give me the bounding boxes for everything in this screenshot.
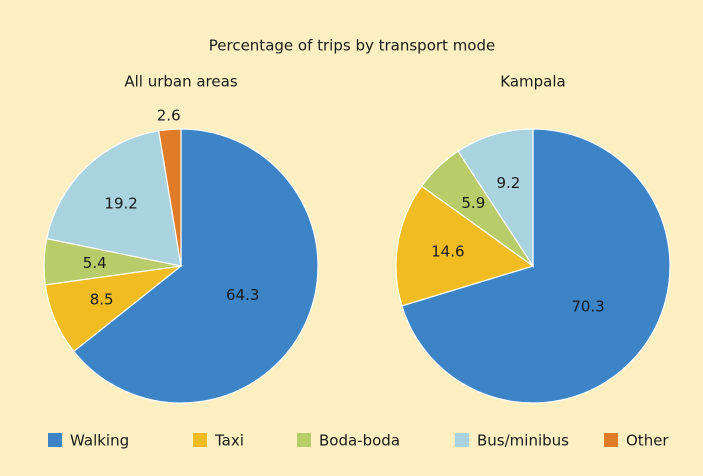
pie-title: Kampala [500,73,565,91]
data-label: 19.2 [104,194,137,212]
data-label: 5.9 [461,194,485,212]
chart-title: Percentage of trips by transport mode [209,37,495,55]
pie-title: All urban areas [124,73,237,91]
pie-slice [457,128,534,269]
legend-swatch [604,433,618,447]
pie-slice [401,128,671,404]
legend-swatch [193,433,207,447]
data-label: 70.3 [571,297,604,315]
data-label: 64.3 [226,286,259,304]
data-label: 14.6 [431,242,464,260]
pie-slice [158,128,182,267]
data-label: 8.5 [90,291,114,309]
legend-swatch [48,433,62,447]
pie-slice [395,185,535,307]
legend-label: Bus/minibus [477,432,569,450]
data-label: 5.4 [83,254,107,272]
legend-swatch [455,433,469,447]
pie-slice [46,130,182,267]
legend-label: Other [626,432,669,450]
legend-swatch [297,433,311,447]
legend-label: Walking [70,432,129,450]
data-label: 2.6 [157,106,181,124]
data-label: 9.2 [496,174,520,192]
legend-label: Boda-boda [319,432,400,450]
pie-slice [72,128,319,404]
legend-label: Taxi [214,432,244,450]
